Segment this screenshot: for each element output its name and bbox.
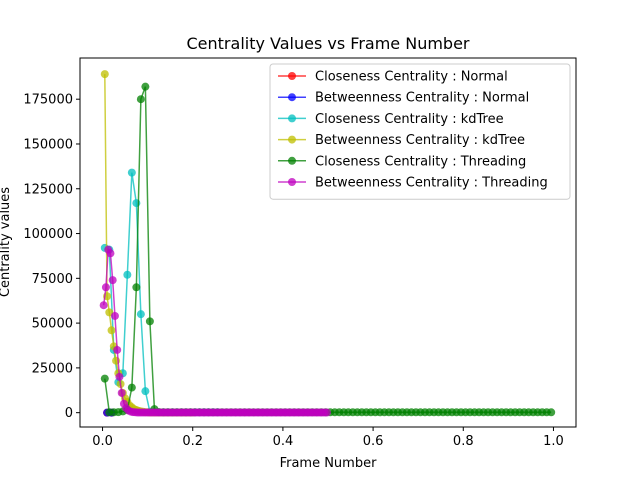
legend-item: Closeness Centrality : kdTree	[278, 112, 504, 127]
data-point	[123, 270, 132, 279]
y-tick-label: 0	[65, 406, 73, 421]
y-tick-label: 75000	[32, 272, 73, 287]
x-tick-label: 0.2	[182, 434, 203, 449]
data-point	[117, 388, 126, 397]
x-tick-label: 1.0	[543, 434, 564, 449]
legend-label: Betweenness Centrality : kdTree	[315, 133, 525, 148]
plot-series	[99, 70, 556, 417]
legend-swatch-marker	[288, 156, 296, 165]
legend-label: Closeness Centrality : kdTree	[315, 112, 504, 127]
y-tick-label: 25000	[32, 361, 73, 376]
legend-swatch-marker	[288, 93, 296, 102]
x-axis: 0.0 0.2 0.4 0.6 0.8 1.0	[92, 427, 564, 449]
y-tick-label: 125000	[23, 182, 73, 197]
chart-title: Centrality Values vs Frame Number	[187, 34, 470, 53]
data-point	[113, 345, 122, 354]
data-point	[141, 82, 150, 91]
plot-frame	[79, 57, 577, 428]
x-tick-label: 0.6	[363, 434, 384, 449]
y-tick-label: 150000	[23, 137, 73, 152]
legend-item: Betweenness Centrality : kdTree	[278, 133, 525, 148]
data-point	[99, 301, 108, 310]
data-point	[101, 283, 110, 292]
data-point	[141, 387, 150, 396]
x-axis-title: Frame Number	[280, 456, 378, 471]
x-tick-label: 0.8	[453, 434, 474, 449]
x-tick-label: 0.0	[92, 434, 113, 449]
data-point	[322, 408, 331, 417]
data-point	[100, 70, 109, 79]
y-tick-label: 50000	[32, 317, 73, 332]
data-point	[108, 276, 117, 285]
legend: Closeness Centrality : Normal Betweenness…	[269, 63, 571, 200]
legend-swatch-marker	[288, 114, 296, 123]
y-tick-label: 100000	[23, 227, 73, 242]
legend-item: Closeness Centrality : Threading	[278, 154, 526, 169]
data-point	[136, 95, 145, 104]
legend-swatch-marker	[288, 72, 296, 80]
data-point	[145, 317, 154, 326]
legend-item: Closeness Centrality : Normal	[278, 70, 508, 85]
data-point	[106, 249, 115, 258]
data-point	[107, 326, 116, 335]
legend-label: Betweenness Centrality : Threading	[315, 176, 548, 191]
data-point	[100, 374, 109, 383]
legend-label: Closeness Centrality : Normal	[315, 70, 508, 85]
y-tick-label: 175000	[23, 93, 73, 108]
y-axis-title: Centrality values	[0, 187, 13, 297]
x-tick-label: 0.4	[273, 434, 294, 449]
data-point	[110, 311, 119, 320]
series-6	[99, 245, 331, 417]
data-point	[136, 310, 145, 319]
data-point	[132, 283, 141, 292]
legend-swatch-marker	[288, 135, 296, 144]
data-point	[547, 408, 556, 417]
data-point	[115, 372, 124, 381]
data-point	[127, 168, 136, 177]
legend-label: Betweenness Centrality : Normal	[315, 91, 529, 106]
legend-item: Betweenness Centrality : Threading	[278, 176, 548, 191]
legend-box	[269, 63, 571, 200]
y-axis: 0 25000 50000 75000 100000 125000 150000 175000	[23, 93, 80, 421]
legend-swatch-marker	[288, 178, 296, 186]
legend-item: Betweenness Centrality : Normal	[278, 91, 529, 106]
legend-label: Closeness Centrality : Threading	[315, 154, 526, 169]
data-point	[127, 383, 136, 392]
